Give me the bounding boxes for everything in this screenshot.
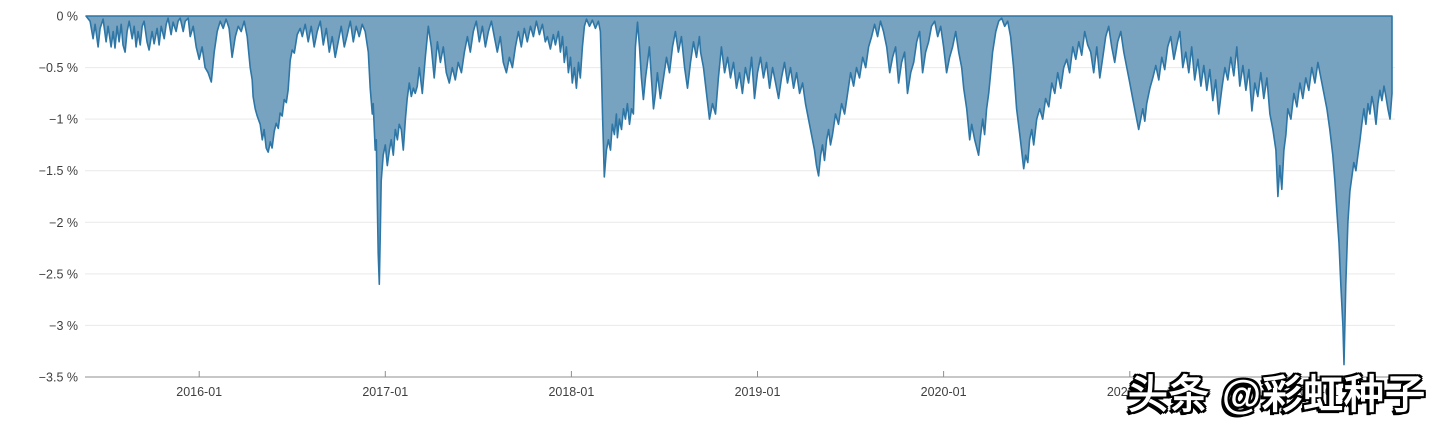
x-axis-label: 2021-01 — [1107, 385, 1153, 399]
y-axis-label: −0.5 % — [39, 61, 78, 75]
x-axis-label: 2019-01 — [735, 385, 781, 399]
y-axis-label: −3.5 % — [39, 371, 78, 385]
y-axis-label: −2 % — [49, 216, 78, 230]
x-axis-label: 2017-01 — [362, 385, 408, 399]
y-axis-label: 0 % — [56, 10, 78, 24]
x-axis-label: 2016-01 — [176, 385, 222, 399]
x-axis-label: 2020-01 — [921, 385, 967, 399]
y-axis-label: −2.5 % — [39, 267, 78, 281]
x-axis-label: 2018-01 — [548, 385, 594, 399]
y-axis-label: −1.5 % — [39, 164, 78, 178]
y-axis-label: −3 % — [49, 319, 78, 333]
drawdown-area — [85, 15, 1393, 366]
y-axis-label: −1 % — [49, 113, 78, 127]
x-axis-label: 2022-01 — [1293, 385, 1339, 399]
